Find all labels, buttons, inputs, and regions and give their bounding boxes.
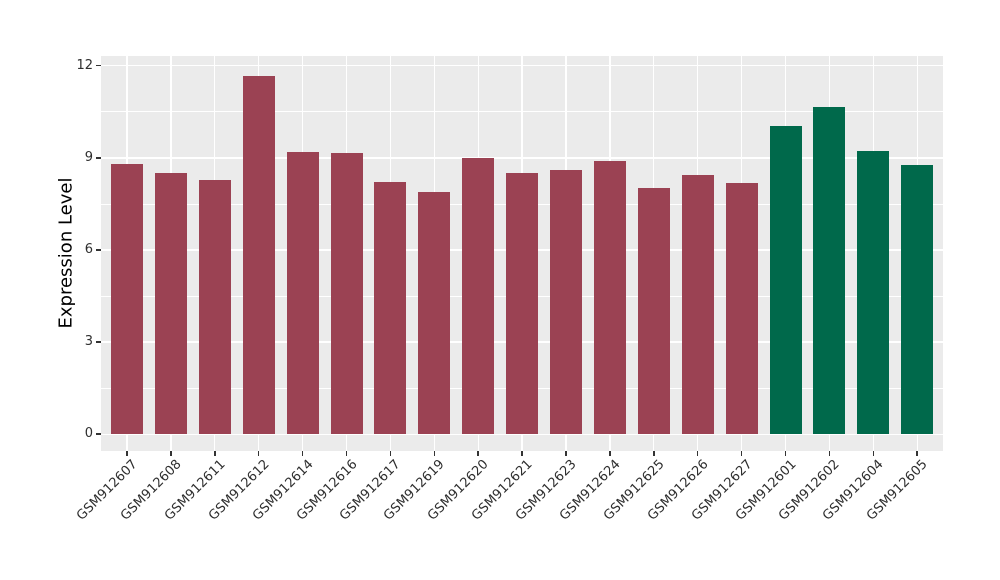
- y-tick-label: 6: [84, 241, 93, 257]
- plot-panel: [101, 56, 943, 451]
- x-tick-mark: [301, 451, 304, 456]
- y-tick-label: 9: [84, 149, 93, 165]
- x-tick-mark: [214, 451, 216, 456]
- x-tick-mark: [170, 451, 172, 456]
- x-tick-mark: [653, 451, 655, 456]
- bar-GSM912612: [242, 75, 275, 435]
- x-tick-mark: [565, 451, 567, 456]
- x-tick-mark: [257, 451, 260, 456]
- y-tick-mark: [96, 341, 101, 343]
- bar-GSM912602: [813, 106, 846, 435]
- bar-GSM912614: [286, 152, 319, 435]
- bar-GSM912623: [550, 170, 582, 435]
- bar-GSM912608: [154, 173, 187, 435]
- x-tick-mark: [784, 451, 787, 456]
- bar-GSM912616: [330, 152, 363, 435]
- y-tick-mark: [96, 64, 101, 67]
- bar-GSM912620: [462, 158, 495, 435]
- x-tick-mark: [345, 451, 348, 456]
- y-tick-mark: [96, 249, 101, 251]
- bar-GSM912621: [506, 172, 539, 435]
- bar-GSM912619: [418, 191, 451, 435]
- bar-GSM912626: [681, 174, 714, 435]
- x-tick-mark: [126, 451, 128, 456]
- y-tick-label: 12: [76, 57, 93, 73]
- bar-GSM912624: [593, 160, 626, 435]
- y-tick-label: 3: [84, 334, 93, 350]
- bar-GSM912617: [374, 182, 407, 435]
- x-tick-mark: [828, 451, 831, 456]
- bar-GSM912607: [111, 163, 143, 435]
- bar-GSM912625: [637, 187, 670, 435]
- x-tick-mark: [389, 451, 392, 456]
- x-tick-mark: [433, 451, 436, 456]
- x-tick-mark: [872, 451, 875, 456]
- x-tick-mark: [916, 451, 918, 456]
- bar-GSM912604: [857, 150, 890, 435]
- x-tick-mark: [521, 451, 523, 456]
- bar-GSM912627: [725, 183, 758, 435]
- x-tick-mark: [477, 451, 479, 456]
- y-tick-label: 0: [84, 426, 93, 442]
- y-tick-mark: [96, 433, 101, 435]
- bar-GSM912611: [198, 179, 231, 435]
- bar-GSM912605: [901, 164, 934, 435]
- x-tick-mark: [740, 451, 743, 456]
- x-tick-mark: [609, 451, 611, 456]
- x-tick-mark: [696, 451, 699, 456]
- y-tick-mark: [96, 157, 101, 159]
- bar-GSM912601: [769, 125, 802, 435]
